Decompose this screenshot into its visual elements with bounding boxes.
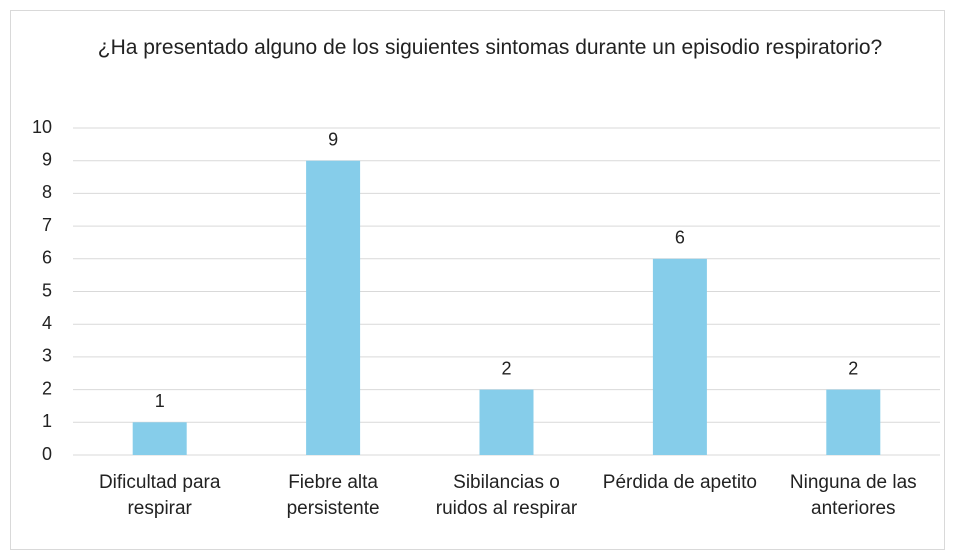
x-tick-label: Sibilancias o ruidos al respirar [435, 472, 578, 519]
bar [306, 160, 361, 455]
bar [652, 258, 707, 455]
y-tick-label: 2 [42, 378, 52, 398]
bar [826, 389, 881, 455]
y-tick-label: 1 [42, 411, 52, 431]
value-label: 1 [155, 391, 165, 411]
y-tick-label: 0 [42, 444, 52, 464]
x-tick-label: Dificultad para respirar [98, 472, 221, 519]
y-tick-label: 7 [42, 215, 52, 235]
x-tick-label: Fiebre alta persistente [286, 472, 380, 519]
y-tick-label: 6 [42, 248, 52, 268]
y-tick-label: 5 [42, 280, 52, 300]
value-label: 9 [328, 129, 338, 149]
bar [479, 389, 534, 455]
value-label: 6 [675, 228, 685, 248]
bar [132, 422, 187, 455]
value-label: 2 [501, 358, 511, 378]
chart-title: ¿Ha presentado alguno de los siguientes … [97, 36, 883, 59]
y-tick-label: 9 [42, 149, 52, 169]
value-label: 2 [848, 358, 858, 378]
y-tick-label: 3 [42, 346, 52, 366]
x-tick-label: Pérdida de apetito [602, 472, 757, 493]
y-tick-label: 8 [42, 182, 52, 202]
chart-border [10, 10, 945, 550]
y-tick-label: 10 [32, 117, 52, 137]
y-tick-label: 4 [42, 313, 52, 333]
x-tick-label: Ninguna de las anteriores [789, 472, 917, 519]
